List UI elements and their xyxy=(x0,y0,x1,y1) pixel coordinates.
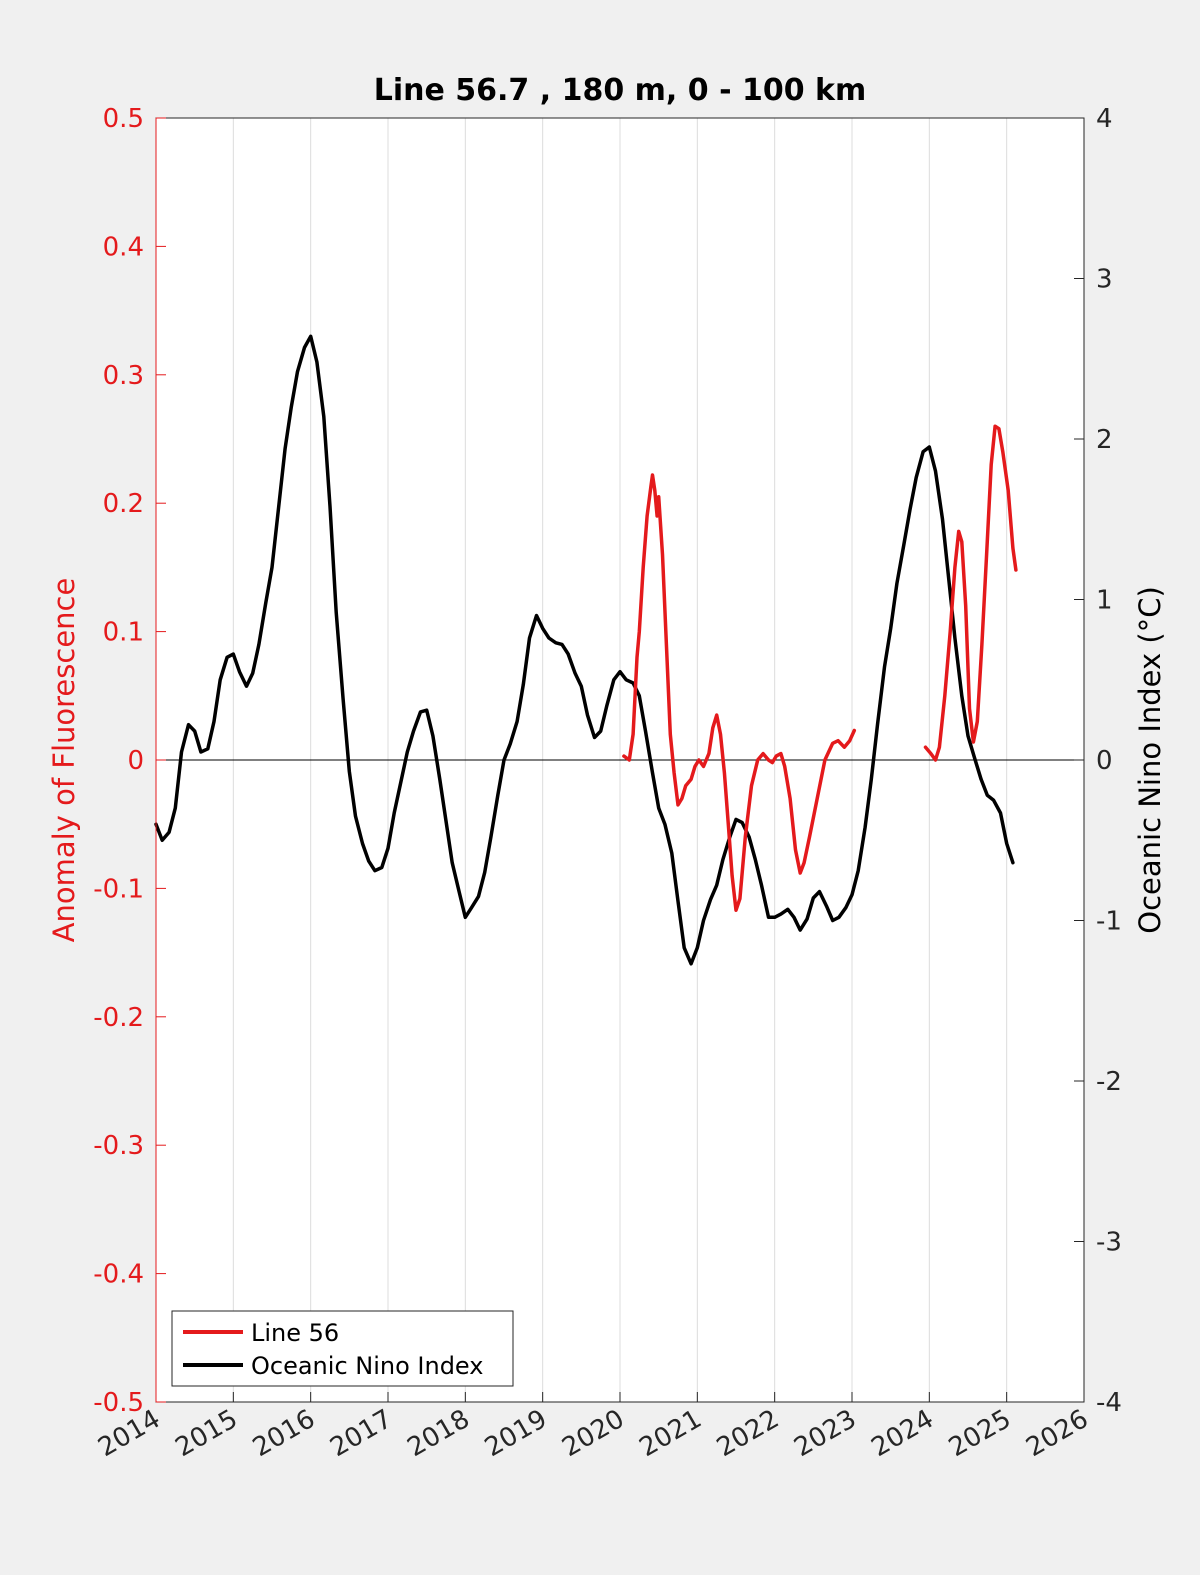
y-right-tick-label: 3 xyxy=(1096,265,1113,295)
y-left-tick-label: 0.5 xyxy=(103,104,144,134)
chart-title: Line 56.7 , 180 m, 0 - 100 km xyxy=(374,73,867,108)
y-left-tick-label: -0.2 xyxy=(93,1003,144,1033)
y-left-tick-label: -0.1 xyxy=(93,874,144,904)
oni-series-line-segment-0 xyxy=(154,334,1015,966)
y-right-tick-label: 2 xyxy=(1096,425,1113,455)
y-left-tick-label: -0.5 xyxy=(93,1388,144,1418)
y-left-tick-label: -0.4 xyxy=(93,1260,144,1290)
y-right-tick-label: -2 xyxy=(1096,1067,1122,1097)
legend-box xyxy=(171,1310,514,1387)
y-right-tick-label: 4 xyxy=(1096,104,1113,134)
y-right-tick-label: 0 xyxy=(1096,746,1113,776)
y-left-tick-label: 0.4 xyxy=(103,232,144,262)
legend-label-line56: Line 56 xyxy=(251,1319,339,1347)
y-right-tick-label: -4 xyxy=(1096,1388,1122,1418)
y-axis-right-label: Oceanic Nino Index (°C) xyxy=(1133,586,1167,934)
y-left-tick-label: 0 xyxy=(127,746,144,776)
y-left-tick-label: -0.3 xyxy=(93,1131,144,1161)
y-left-tick-label: 0.1 xyxy=(103,618,144,648)
y-left-tick-label: 0.3 xyxy=(103,361,144,391)
series-lines xyxy=(154,334,1018,966)
y-axis-left-label: Anomaly of Fluorescence xyxy=(47,578,81,943)
line56-series-line-segment-1 xyxy=(923,424,1018,762)
axes: 2014 2015 2016 2017 2018 2019 2020 2021 2022 2023… xyxy=(93,104,1122,1463)
y-right-tick-label: 1 xyxy=(1096,586,1113,616)
legend: Line 56 Oceanic Nino Index xyxy=(171,1310,514,1387)
legend-label-oni: Oceanic Nino Index xyxy=(251,1352,483,1380)
y-left-tick-label: 0.2 xyxy=(103,489,144,519)
y-right-tick-label: -3 xyxy=(1096,1228,1122,1258)
y-right-tick-label: -1 xyxy=(1096,907,1122,937)
line56-series-line-segment-0 xyxy=(622,473,857,912)
